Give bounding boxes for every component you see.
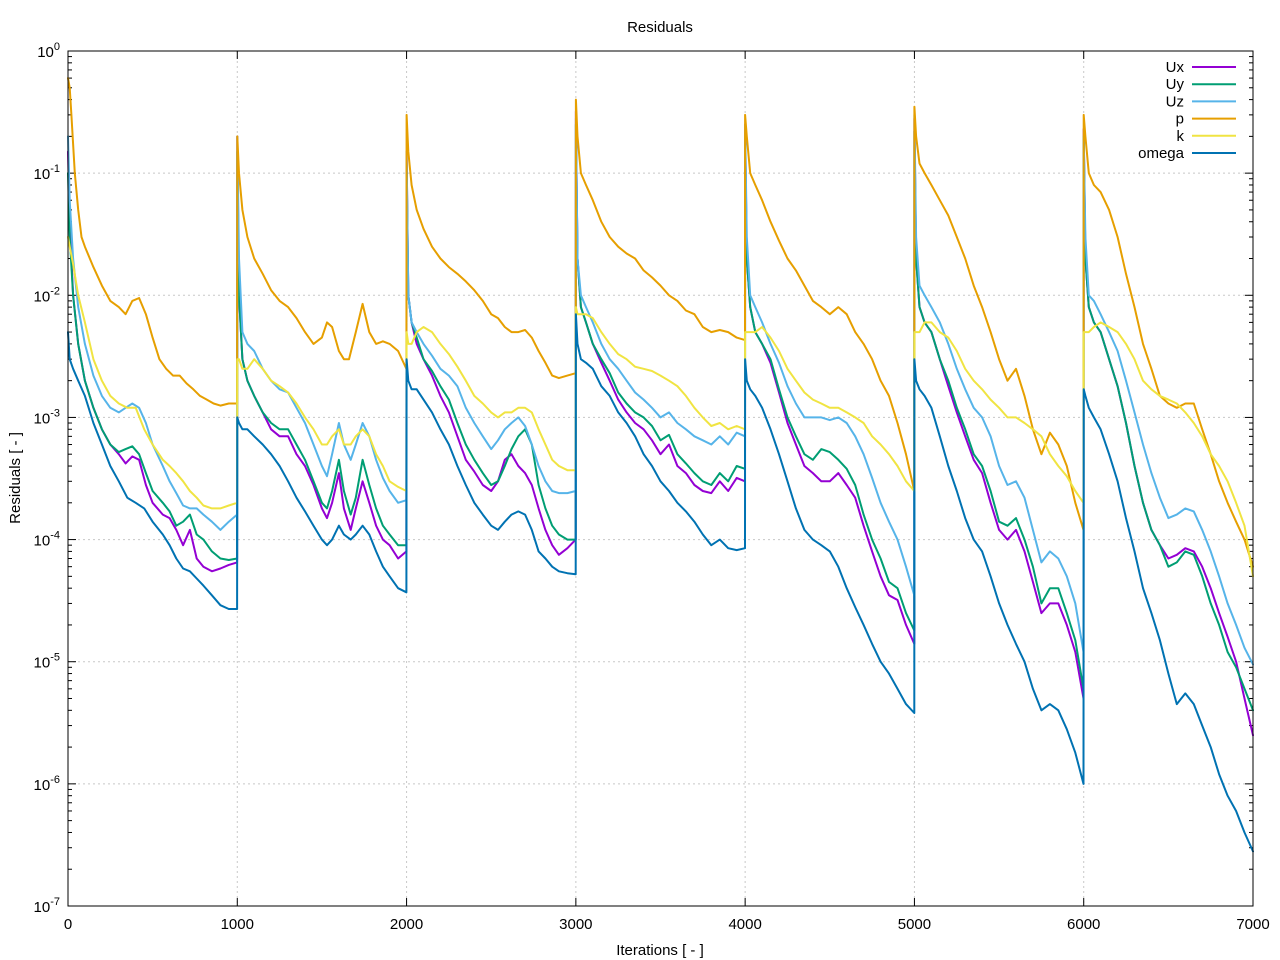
x-tick-label: 5000 (898, 916, 931, 933)
y-tick-label: 10-7 (34, 896, 60, 916)
y-tick-label: 10-1 (34, 163, 60, 183)
x-tick-label: 6000 (1067, 916, 1100, 933)
y-tick-label: 10-2 (34, 285, 60, 305)
y-tick-label: 10-3 (34, 407, 60, 427)
legend-label-p: p (1176, 111, 1184, 128)
x-tick-label: 1000 (221, 916, 254, 933)
x-tick-labels: 0 1000 2000 3000 4000 5000 6000 7000 (64, 916, 1270, 933)
x-axis-label: Iterations [ - ] (616, 942, 704, 959)
x-tick-label: 2000 (390, 916, 423, 933)
y-tick-label: 100 (37, 41, 60, 61)
legend-label-Uz: Uz (1166, 93, 1184, 110)
x-tick-label: 0 (64, 916, 72, 933)
plot-frame (67, 50, 1254, 907)
series-line-omega (67, 313, 1254, 853)
x-tick-label: 7000 (1236, 916, 1269, 933)
series-line-p (67, 77, 1254, 568)
legend-label-k: k (1177, 128, 1185, 145)
x-tick-label: 4000 (728, 916, 761, 933)
series-line-Uz (67, 113, 1254, 666)
x-tick-label: 3000 (559, 916, 592, 933)
axis-ticks (67, 50, 1254, 907)
series-line-Uy (67, 123, 1254, 712)
series-line-k (67, 236, 1254, 578)
legend-label-Uy: Uy (1166, 76, 1185, 93)
y-tick-label: 10-4 (34, 530, 60, 550)
chart-title: Residuals (627, 19, 693, 36)
legend-label-Ux: Ux (1166, 59, 1185, 76)
y-axis-label: Residuals [ - ] (7, 432, 24, 524)
y-tick-labels: 100 10-1 10-2 10-3 10-4 10-5 10-6 10-7 (34, 41, 60, 916)
legend-label-omega: omega (1138, 145, 1185, 162)
series-lines (67, 77, 1254, 853)
y-tick-label: 10-6 (34, 774, 60, 794)
y-tick-label: 10-5 (34, 652, 60, 672)
